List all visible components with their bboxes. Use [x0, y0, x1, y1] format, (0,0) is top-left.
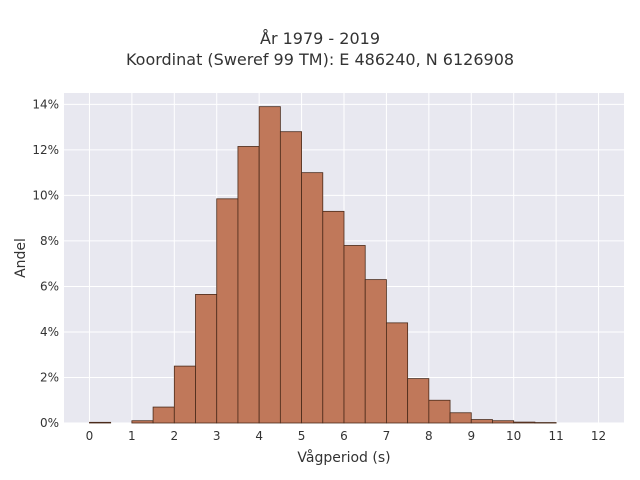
y-tick-label: 14% [32, 97, 59, 111]
y-tick-label: 10% [32, 188, 59, 202]
y-tick-label: 8% [40, 234, 59, 248]
histogram-bar [513, 421, 536, 424]
chart-title-line-2: Koordinat (Sweref 99 TM): E 486240, N 61… [125, 50, 515, 69]
histogram-bar [428, 399, 451, 424]
histogram-bar [216, 198, 239, 424]
histogram-bar [152, 406, 175, 424]
x-tick-label: 8 [425, 429, 433, 443]
x-tick-label: 9 [467, 429, 475, 443]
x-tick-label: 4 [255, 429, 263, 443]
histogram-bar [258, 106, 281, 424]
x-tick-label: 11 [548, 429, 563, 443]
histogram-bar [364, 279, 387, 424]
histogram-bar [449, 412, 472, 424]
histogram-bar [301, 172, 324, 424]
x-tick-label: 6 [340, 429, 348, 443]
y-tick-label: 2% [40, 370, 59, 384]
histogram-bar [470, 419, 493, 424]
bars [89, 106, 557, 424]
histogram-bar [407, 378, 430, 424]
histogram-bar [237, 146, 260, 424]
histogram-bar [279, 131, 302, 424]
y-tick-label: 6% [40, 279, 59, 293]
y-tick-label: 4% [40, 325, 59, 339]
histogram-bar [343, 245, 366, 424]
histogram-bar [173, 365, 196, 424]
histogram-bar [89, 421, 112, 424]
x-tick-label: 12 [591, 429, 606, 443]
histogram-bar [322, 210, 345, 424]
x-tick-label: 5 [298, 429, 306, 443]
x-tick-label: 1 [128, 429, 136, 443]
y-axis-ticks: 0% 2% 4% 6% 8% 10% 12% 14% [32, 97, 59, 430]
x-tick-label: 2 [170, 429, 178, 443]
y-tick-label: 12% [32, 143, 59, 157]
x-tick-label: 7 [383, 429, 391, 443]
x-axis-label: Vågperiod (s) [297, 449, 390, 466]
histogram-bar [534, 422, 557, 424]
histogram-bar [492, 420, 515, 424]
y-axis-label: Andel [13, 238, 29, 278]
chart-title-line-1: År 1979 - 2019 [260, 29, 380, 48]
x-axis-ticks: 0 1 2 3 4 5 6 7 8 9 10 11 12 [86, 429, 607, 443]
x-tick-label: 10 [506, 429, 521, 443]
histogram-bar [195, 294, 218, 424]
y-tick-label: 0% [40, 416, 59, 430]
x-tick-label: 0 [86, 429, 94, 443]
x-tick-label: 3 [213, 429, 221, 443]
histogram-bar [386, 322, 409, 424]
histogram-bar [131, 420, 154, 424]
